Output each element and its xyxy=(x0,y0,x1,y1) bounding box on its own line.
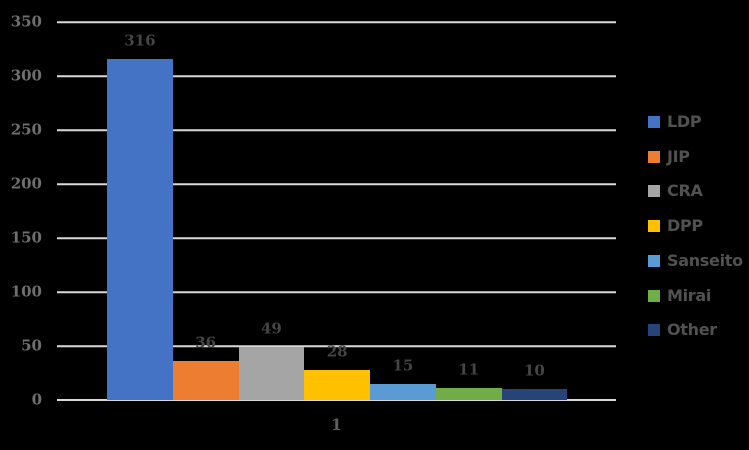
y-tick-label: 200 xyxy=(10,174,42,193)
legend-label: CRA xyxy=(667,181,703,201)
legend-swatch-jip xyxy=(648,150,660,163)
bar-cra xyxy=(238,347,305,400)
legend-label: Mirai xyxy=(667,285,712,305)
data-label-mirai: 11 xyxy=(458,360,480,379)
legend-item-ldp: LDP xyxy=(648,112,702,131)
data-label-other: 10 xyxy=(523,361,545,380)
legend-label: JIP xyxy=(667,146,690,166)
gridline xyxy=(57,237,616,239)
legend-label: DPP xyxy=(667,216,703,236)
x-axis-line xyxy=(57,399,616,401)
gridline xyxy=(57,345,616,347)
y-tick-label: 350 xyxy=(10,12,42,31)
y-tick-label: 100 xyxy=(10,282,42,301)
data-label-jip: 36 xyxy=(195,333,217,352)
y-tick-label: 50 xyxy=(21,336,42,355)
bar-ldp xyxy=(107,58,173,400)
legend-item-other: Other xyxy=(648,322,717,338)
gridline xyxy=(57,291,616,293)
legend-swatch-sanseito xyxy=(648,254,660,267)
legend-swatch-ldp xyxy=(648,116,660,128)
gridline xyxy=(57,21,616,23)
legend-item-jip: JIP xyxy=(648,146,690,166)
legend-swatch-other xyxy=(648,324,660,337)
legend-swatch-mirai xyxy=(648,289,660,302)
bar-sanseito xyxy=(370,383,436,400)
gridline xyxy=(57,183,616,185)
gridline xyxy=(57,129,616,131)
legend-label: LDP xyxy=(667,112,702,131)
legend-item-dpp: DPP xyxy=(648,218,703,234)
data-label-ldp: 316 xyxy=(124,31,156,50)
legend-item-cra: CRA xyxy=(648,183,703,199)
legend-item-mirai: Mirai xyxy=(648,285,712,305)
legend-item-sanseito: Sanseito xyxy=(648,250,743,270)
y-tick-label: 150 xyxy=(10,228,42,247)
data-label-dpp: 28 xyxy=(326,342,348,361)
x-axis-category-label: 1 xyxy=(330,415,343,434)
legend-swatch-cra xyxy=(648,185,660,198)
bar-jip xyxy=(172,361,239,400)
y-tick-label: 300 xyxy=(10,66,42,85)
legend-swatch-dpp xyxy=(648,220,660,233)
bar-other xyxy=(501,389,568,400)
legend-label: Sanseito xyxy=(667,250,743,270)
y-tick-label: 0 xyxy=(31,390,42,409)
bar-mirai xyxy=(435,388,502,400)
gridline xyxy=(57,75,616,77)
bar-dpp xyxy=(304,369,371,400)
data-label-sanseito: 15 xyxy=(392,356,414,375)
legend-label: Other xyxy=(667,320,717,340)
data-label-cra: 49 xyxy=(260,319,282,338)
y-tick-label: 250 xyxy=(10,120,42,139)
